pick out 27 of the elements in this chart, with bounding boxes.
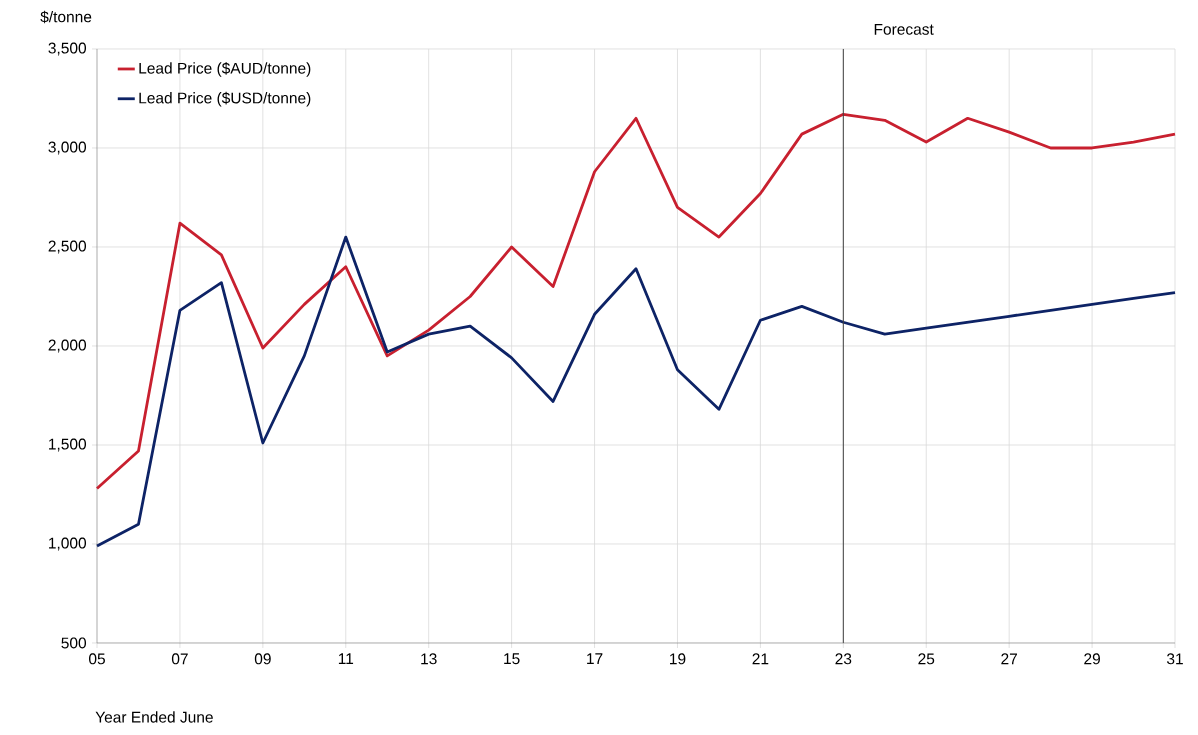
legend-label: Lead Price ($USD/tonne) <box>139 91 311 107</box>
y-tick-label: 1,500 <box>49 438 87 452</box>
x-tick-label: 09 <box>254 653 271 665</box>
line-series <box>95 112 1177 490</box>
y-tick-label: 2,500 <box>48 240 87 254</box>
x-tick-label: 21 <box>752 653 769 665</box>
y-tick-label: 2,000 <box>48 339 87 353</box>
x-tick-label: 29 <box>1084 653 1100 665</box>
y-axis-title: $/tonne <box>40 10 92 24</box>
x-tick-label: 15 <box>504 653 520 665</box>
x-tick-label: 05 <box>89 653 105 665</box>
x-tick-label: 07 <box>171 653 188 665</box>
x-tick-label: 19 <box>670 653 686 665</box>
y-tick-label: 3,500 <box>48 42 87 56</box>
x-tick-label: 11 <box>338 653 354 665</box>
x-tick-label: 25 <box>918 653 935 665</box>
ref-line-label: Forecast <box>874 23 934 35</box>
legend-label: Lead Price ($AUD/tonne) <box>139 62 311 77</box>
x-tick-label: 27 <box>1001 653 1017 665</box>
y-tick-label: 3,000 <box>48 141 87 155</box>
x-tick-label: 31 <box>1166 653 1183 665</box>
x-tick-label: 13 <box>421 653 437 665</box>
x-tick-label: 17 <box>587 653 603 665</box>
y-tick-label: 500 <box>61 637 87 649</box>
x-axis-title: Year Ended June <box>95 711 213 723</box>
y-tick-label: 1,000 <box>49 537 87 551</box>
x-tick-label: 23 <box>835 653 852 665</box>
